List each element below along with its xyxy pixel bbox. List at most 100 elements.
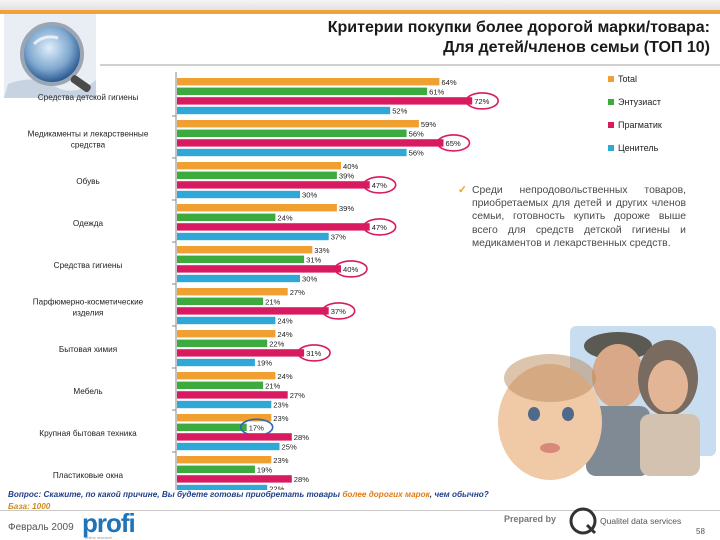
category-label: Обувь: [76, 177, 100, 186]
category-label: Мебель: [73, 387, 102, 396]
legend-label: Прагматик: [618, 120, 662, 130]
bar: [177, 414, 272, 422]
bar: [177, 423, 247, 431]
bar: [177, 139, 444, 147]
highlight-circle: [362, 218, 397, 236]
magnifier-icon: [4, 14, 96, 98]
page-title: Критерии покупки более дорогой марки/тов…: [150, 18, 710, 58]
data-label: 27%: [290, 288, 305, 297]
bar: [177, 381, 264, 389]
survey-question: Вопрос: Скажите, по какой причине, Вы бу…: [8, 490, 489, 499]
data-label: 24%: [277, 330, 292, 339]
legend-label: Ценитель: [618, 143, 659, 153]
legend-swatch: [608, 145, 614, 151]
bar: [177, 400, 272, 409]
bar: [177, 391, 288, 399]
question-prefix: Вопрос: Скажите, по какой причине, Вы бу…: [8, 490, 343, 499]
data-label: 40%: [343, 265, 358, 274]
highlight-circle: [465, 92, 500, 110]
data-label: 27%: [290, 391, 305, 400]
bar: [177, 484, 268, 490]
data-label: 37%: [331, 307, 346, 316]
bar: [177, 265, 341, 273]
bar: [177, 87, 428, 95]
sample-base: База: 1000: [8, 502, 51, 511]
question-highlight: более дорогих марок: [342, 490, 430, 499]
data-label: 19%: [257, 359, 272, 368]
data-label: 39%: [339, 171, 354, 180]
data-label: 64%: [441, 78, 456, 87]
profi-logo-subtitle: online research: [85, 535, 113, 540]
data-label: 37%: [331, 233, 346, 242]
data-label: 56%: [409, 129, 424, 138]
header-rule: [0, 10, 720, 14]
data-label: 61%: [429, 87, 444, 96]
data-label: 22%: [269, 485, 284, 490]
bar: [177, 442, 280, 451]
bar: [177, 255, 305, 263]
data-label: 25%: [282, 443, 297, 452]
data-label: 23%: [273, 401, 288, 410]
data-label: 23%: [273, 456, 288, 465]
category-label: изделия: [73, 309, 104, 318]
bar: [177, 190, 300, 199]
category-label: Парфюмерно-косметические: [33, 298, 144, 307]
bar: [177, 223, 370, 231]
bar: [177, 246, 313, 254]
top-bar: [0, 0, 720, 10]
data-label: 30%: [302, 191, 317, 200]
bar: [177, 78, 440, 86]
bar: [177, 339, 268, 347]
bar: [177, 120, 419, 128]
bar: [177, 129, 407, 137]
check-icon: ✓: [458, 185, 467, 196]
bar: [177, 297, 264, 305]
bar: [177, 204, 337, 212]
data-label: 28%: [294, 475, 309, 484]
highlight-circle: [362, 176, 397, 194]
bar: [177, 456, 272, 464]
bar: [177, 307, 329, 315]
data-label: 31%: [306, 349, 321, 358]
data-label: 40%: [343, 162, 358, 171]
category-label: Одежда: [73, 219, 104, 228]
highlight-circle: [297, 344, 331, 362]
bar: [177, 358, 255, 367]
data-label: 23%: [273, 414, 288, 423]
title-divider: [100, 64, 720, 66]
bar: [177, 171, 337, 179]
profi-logo: profi: [82, 508, 136, 538]
bar: [177, 213, 276, 221]
data-label: 24%: [277, 372, 292, 381]
data-label: 72%: [474, 97, 489, 106]
bar: [177, 372, 276, 380]
bar: [177, 162, 341, 170]
data-label: 30%: [302, 275, 317, 284]
bar: [177, 148, 407, 157]
bar: [177, 330, 276, 338]
question-suffix: , чем обычно?: [429, 490, 489, 499]
category-label: Бытовая химия: [59, 345, 117, 354]
title-line-1: Критерии покупки более дорогой марки/тов…: [327, 19, 710, 36]
bar: [177, 97, 473, 105]
legend-swatch: [608, 122, 614, 128]
bar: [177, 181, 370, 189]
category-label: Крупная бытовая техника: [39, 429, 137, 438]
highlight-circle: [321, 302, 356, 320]
bar: [177, 316, 276, 325]
highlight-circle: [436, 134, 471, 152]
data-label: 31%: [306, 255, 321, 264]
data-label: 56%: [409, 149, 424, 158]
data-label: 19%: [257, 465, 272, 474]
data-label: 21%: [265, 297, 280, 306]
category-label: Средства гигиены: [54, 261, 123, 270]
qualitel-logo-icon: [569, 507, 597, 535]
data-label: 33%: [314, 246, 329, 255]
data-label: 24%: [277, 213, 292, 222]
data-label: 59%: [421, 120, 436, 129]
bar: [177, 465, 255, 473]
category-label: Средства детской гигиены: [38, 93, 139, 102]
bar: [177, 288, 288, 296]
bar: [177, 232, 329, 241]
data-label: 24%: [277, 317, 292, 326]
